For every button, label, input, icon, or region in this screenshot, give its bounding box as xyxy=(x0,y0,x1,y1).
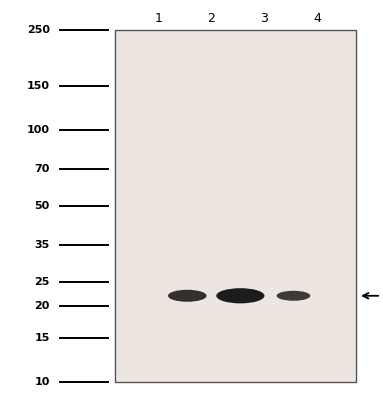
Text: 10: 10 xyxy=(34,377,50,387)
Ellipse shape xyxy=(277,291,310,301)
Text: 70: 70 xyxy=(34,164,50,174)
Ellipse shape xyxy=(168,290,206,302)
Text: 3: 3 xyxy=(260,12,268,24)
Text: 25: 25 xyxy=(34,277,50,287)
Text: 35: 35 xyxy=(34,240,50,250)
Text: 20: 20 xyxy=(34,301,50,311)
Text: 150: 150 xyxy=(27,81,50,91)
Bar xyxy=(115,30,356,382)
Text: 15: 15 xyxy=(34,333,50,343)
Text: 1: 1 xyxy=(154,12,162,24)
Text: 4: 4 xyxy=(314,12,321,24)
Ellipse shape xyxy=(216,288,265,303)
Text: 2: 2 xyxy=(208,12,215,24)
Text: 100: 100 xyxy=(27,125,50,135)
Text: 50: 50 xyxy=(34,201,50,211)
Text: 250: 250 xyxy=(27,25,50,35)
